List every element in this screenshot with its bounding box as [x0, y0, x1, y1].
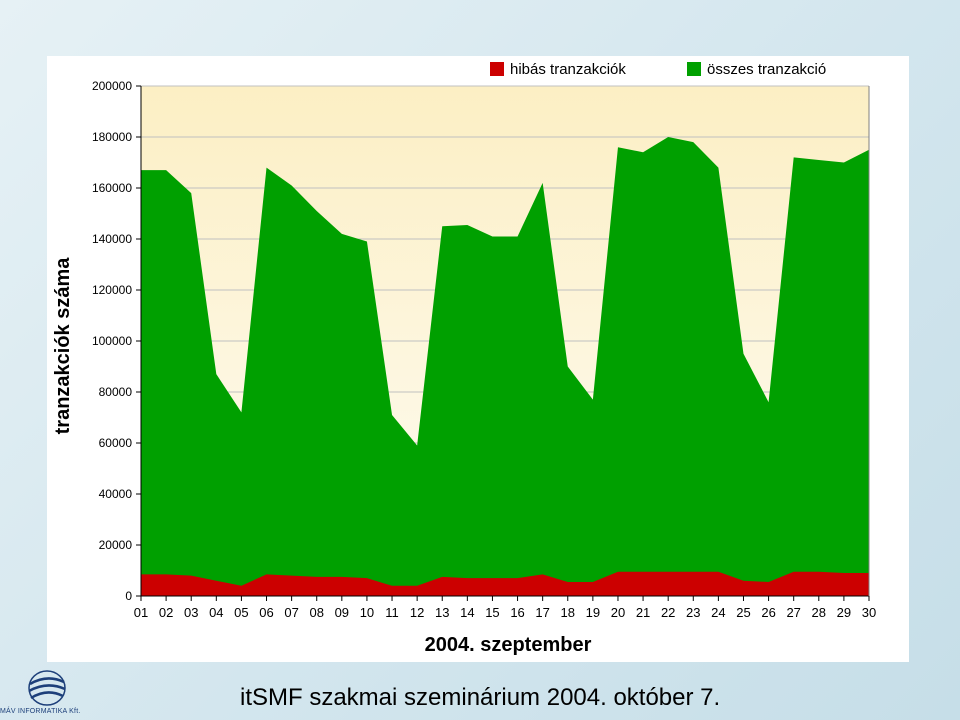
x-tick-label: 26 — [761, 605, 775, 620]
x-tick-label: 11 — [385, 605, 399, 620]
x-tick-label: 30 — [862, 605, 876, 620]
y-tick-label: 200000 — [92, 79, 132, 93]
x-tick-label: 22 — [661, 605, 675, 620]
y-tick-label: 80000 — [99, 385, 133, 399]
x-tick-label: 24 — [711, 605, 725, 620]
x-tick-label: 10 — [360, 605, 374, 620]
legend-label: hibás tranzakciók — [510, 61, 626, 78]
y-tick-label: 40000 — [99, 487, 133, 501]
x-tick-label: 02 — [159, 605, 173, 620]
chart-panel: 0 20000 40000 60000 80000 100000 120000 140000 1… — [47, 56, 909, 662]
x-tick-label: 06 — [259, 605, 273, 620]
x-tick-label: 12 — [410, 605, 424, 620]
y-tick-label: 100000 — [92, 334, 132, 348]
x-tick-label: 08 — [309, 605, 323, 620]
y-tick-label: 140000 — [92, 232, 132, 246]
y-axis-title: tranzakciók száma — [52, 257, 74, 435]
footer-caption: itSMF szakmai szeminárium 2004. október … — [240, 684, 721, 711]
x-tick-label: 09 — [335, 605, 349, 620]
x-tick-label: 04 — [209, 605, 223, 620]
x-tick-label: 01 — [134, 605, 148, 620]
series-area-failed — [141, 571, 869, 596]
y-tick-label: 120000 — [92, 283, 132, 297]
x-tick-label: 21 — [636, 605, 650, 620]
y-tick-label: 160000 — [92, 181, 132, 195]
x-tick-label: 27 — [786, 605, 800, 620]
x-tick-label: 07 — [284, 605, 298, 620]
x-tick-label: 28 — [812, 605, 826, 620]
y-tick-label: 60000 — [99, 436, 133, 450]
series-area-total — [141, 137, 869, 596]
area-chart: 0 20000 40000 60000 80000 100000 120000 140000 1… — [52, 61, 876, 656]
legend-swatch — [490, 62, 504, 76]
x-tick-label: 19 — [586, 605, 600, 620]
x-tick-label: 23 — [686, 605, 700, 620]
x-tick-label: 16 — [510, 605, 524, 620]
y-tick-label: 20000 — [99, 538, 133, 552]
x-tick-label: 03 — [184, 605, 198, 620]
x-tick-label: 13 — [435, 605, 449, 620]
y-tick-label: 180000 — [92, 130, 132, 144]
globe-icon — [28, 670, 66, 706]
logo-text: MÁV INFORMATIKA Kft. — [0, 708, 81, 715]
legend-label: összes tranzakció — [707, 61, 826, 78]
y-tick-label: 0 — [125, 589, 132, 603]
x-tick-label: 14 — [460, 605, 474, 620]
x-tick-label: 17 — [535, 605, 549, 620]
x-tick-label: 20 — [611, 605, 625, 620]
x-tick-label: 05 — [234, 605, 248, 620]
x-tick-label: 25 — [736, 605, 750, 620]
x-tick-label: 15 — [485, 605, 499, 620]
x-tick-label: 18 — [561, 605, 575, 620]
x-tick-label: 29 — [837, 605, 851, 620]
x-axis-title: 2004. szeptember — [425, 634, 592, 656]
legend-swatch — [687, 62, 701, 76]
